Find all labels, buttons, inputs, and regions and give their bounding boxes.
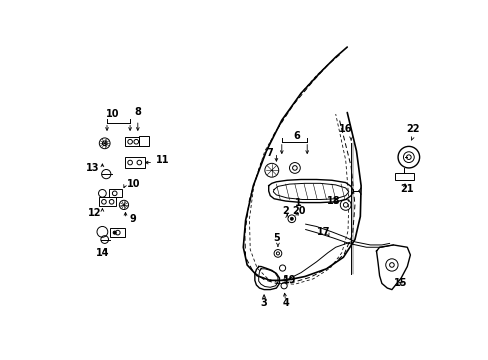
- Circle shape: [290, 217, 293, 220]
- Text: 5: 5: [272, 233, 279, 243]
- Text: 22: 22: [405, 125, 419, 134]
- Text: 13: 13: [86, 163, 100, 173]
- Text: 7: 7: [266, 148, 273, 158]
- Text: 21: 21: [400, 184, 413, 194]
- Text: 10: 10: [126, 179, 140, 189]
- Text: 2: 2: [282, 206, 288, 216]
- Text: 4: 4: [282, 298, 288, 309]
- Text: 8: 8: [134, 108, 141, 117]
- Bar: [139, 136, 148, 147]
- Text: 19: 19: [282, 275, 296, 285]
- Text: 12: 12: [88, 208, 101, 217]
- Text: 18: 18: [326, 196, 340, 206]
- Bar: [99, 197, 116, 206]
- Bar: [108, 189, 122, 197]
- Bar: [125, 137, 139, 147]
- Text: 1: 1: [295, 198, 302, 208]
- Bar: [110, 228, 125, 237]
- Text: 10: 10: [105, 109, 119, 119]
- Bar: [125, 157, 144, 168]
- Text: 9: 9: [129, 214, 136, 224]
- Text: 16: 16: [338, 125, 352, 134]
- Circle shape: [113, 231, 116, 234]
- Text: 6: 6: [293, 131, 300, 141]
- Text: 11: 11: [155, 155, 169, 165]
- Text: 14: 14: [96, 248, 109, 258]
- Bar: [394, 172, 413, 180]
- Text: 17: 17: [317, 227, 330, 237]
- Text: 20: 20: [291, 206, 305, 216]
- Text: 15: 15: [394, 278, 407, 288]
- Text: 3: 3: [260, 298, 267, 309]
